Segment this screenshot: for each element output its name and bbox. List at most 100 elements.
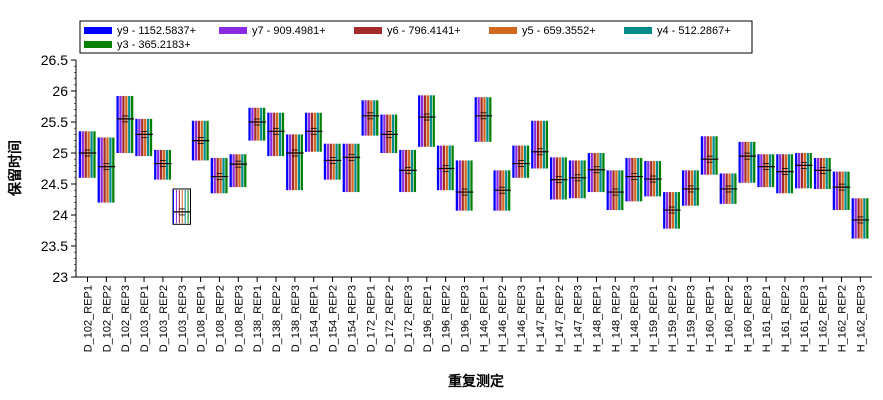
box-mark xyxy=(587,153,606,193)
box-stripe xyxy=(618,170,621,211)
box-stripe xyxy=(420,95,424,147)
box-stripe xyxy=(797,153,801,189)
box-stripe xyxy=(329,143,332,180)
box-stripe xyxy=(750,141,753,183)
box-stripe xyxy=(297,134,301,191)
box-stripe xyxy=(779,154,782,194)
box-stripe xyxy=(684,170,688,206)
box-stripe xyxy=(97,137,100,203)
x-tick-label: H_161_REP3 xyxy=(799,285,811,352)
box-mark xyxy=(191,120,210,161)
box-mark xyxy=(210,157,229,194)
box-stripe xyxy=(464,160,467,211)
box-stripe xyxy=(313,112,316,152)
box-stripe xyxy=(357,143,360,193)
box-stripe xyxy=(78,131,82,178)
box-stripe xyxy=(184,189,186,224)
box-stripe xyxy=(93,131,96,178)
x-tick-label: D_196_REP2 xyxy=(441,285,453,352)
box-stripe xyxy=(712,136,715,175)
x-tick-label: D_138_REP2 xyxy=(271,285,283,352)
box-stripe xyxy=(461,160,464,211)
box-stripe xyxy=(486,97,489,142)
box-mark xyxy=(813,157,832,189)
y-tick-label: 23.5 xyxy=(41,238,68,254)
box-mark xyxy=(418,95,436,147)
x-tick-label: H_147_REP2 xyxy=(554,285,566,352)
box-stripe xyxy=(518,145,521,178)
x-tick-label: D_103_REP3 xyxy=(177,285,189,352)
box-stripe xyxy=(760,154,763,188)
box-stripe xyxy=(521,145,524,178)
y-tick-label: 25.5 xyxy=(41,114,68,130)
x-tick-label: H_160_REP3 xyxy=(742,285,754,352)
box-stripe xyxy=(851,198,854,239)
box-stripe xyxy=(316,112,319,152)
box-stripe xyxy=(828,157,831,189)
box-stripe xyxy=(187,189,189,224)
box-stripe xyxy=(338,143,341,180)
box-stripe xyxy=(526,145,530,178)
box-stripe xyxy=(173,189,175,224)
box-stripe xyxy=(480,97,483,142)
box-stripe xyxy=(690,170,693,206)
box-mark xyxy=(135,118,153,157)
box-stripe xyxy=(813,157,817,189)
box-stripe xyxy=(159,149,163,180)
box-stripe xyxy=(741,141,744,183)
box-stripe xyxy=(763,154,766,188)
box-stripe xyxy=(100,137,103,203)
box-stripe xyxy=(552,157,556,200)
box-stripe xyxy=(112,137,115,203)
box-stripe xyxy=(244,154,247,188)
box-stripe xyxy=(474,97,477,142)
box-mark xyxy=(97,137,116,203)
box-stripe xyxy=(373,100,376,136)
box-mark xyxy=(681,170,700,206)
box-stripe xyxy=(609,170,612,211)
box-stripe xyxy=(291,134,295,191)
box-stripe xyxy=(307,112,311,152)
box-mark xyxy=(851,198,870,239)
box-stripe xyxy=(162,149,166,180)
box-stripe xyxy=(564,157,567,200)
box-stripe xyxy=(612,170,615,211)
box-stripe xyxy=(125,95,128,153)
box-stripe xyxy=(555,157,559,200)
box-stripe xyxy=(248,107,251,141)
box-mark xyxy=(738,141,756,183)
box-stripe xyxy=(426,95,430,147)
x-tick-label: D_196_REP1 xyxy=(422,285,434,352)
box-stripe xyxy=(131,95,134,153)
box-stripe xyxy=(866,198,869,239)
x-tick-label: H_161_REP1 xyxy=(761,285,773,352)
box-stripe xyxy=(342,143,345,193)
legend-label: y6 - 796.4141+ xyxy=(387,25,461,37)
x-tick-label: H_159_REP3 xyxy=(686,285,698,352)
box-stripe xyxy=(351,143,354,193)
box-stripe xyxy=(138,118,141,157)
box-stripe xyxy=(168,149,172,180)
box-stripe xyxy=(154,149,157,180)
box-stripe xyxy=(410,149,414,193)
y-tick-label: 24 xyxy=(52,207,68,223)
y-tick-label: 23 xyxy=(52,269,68,285)
box-stripe xyxy=(210,157,213,194)
box-mark xyxy=(399,149,417,193)
box-stripe xyxy=(483,97,486,142)
box-stripe xyxy=(423,95,427,147)
box-stripe xyxy=(262,107,266,141)
box-stripe xyxy=(178,189,180,224)
box-stripe xyxy=(696,170,699,206)
box-stripe xyxy=(165,149,169,180)
box-stripe xyxy=(825,157,828,189)
box-stripe xyxy=(838,171,841,211)
x-tick-label: H_146_REP1 xyxy=(478,285,490,352)
box-stripe xyxy=(844,171,847,211)
box-mark xyxy=(380,114,398,153)
x-tick-label: D_108_REP3 xyxy=(233,285,245,352)
x-tick-label: D_103_REP2 xyxy=(158,285,170,352)
box-mark xyxy=(700,136,719,175)
x-axis-title: 重复测定 xyxy=(448,373,504,390)
y-axis: 23 23.5 24 24.5 25 25.5 26 26.5 xyxy=(41,52,77,285)
